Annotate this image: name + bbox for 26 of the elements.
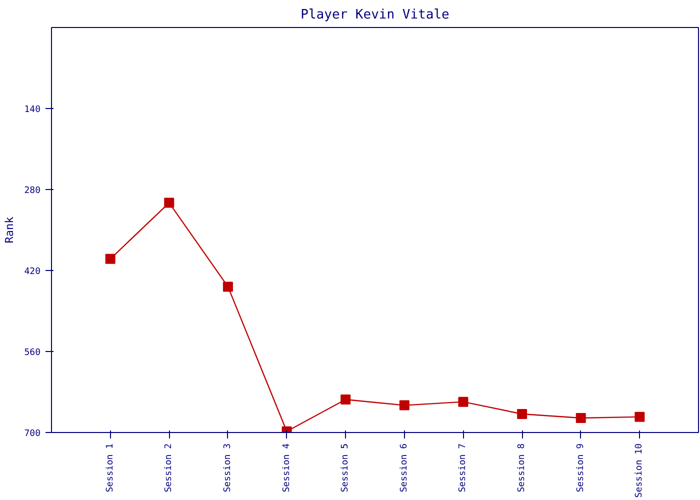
- x-tick-label: Session 6: [399, 443, 410, 492]
- x-tick-label: Session 4: [282, 443, 292, 492]
- point: [634, 412, 645, 422]
- chart-title: Player Kevin Vitale: [300, 8, 450, 22]
- point: [458, 396, 468, 407]
- x-tick-label: Session 7: [458, 443, 468, 492]
- y-tick-label: 560: [24, 348, 41, 358]
- x-tick-label: Session 10: [634, 443, 645, 498]
- y-tick-label: 140: [24, 105, 41, 115]
- point: [399, 400, 410, 410]
- x-tick-label: Session 8: [517, 443, 528, 492]
- point: [576, 413, 586, 424]
- x-tick-label: Session 9: [576, 443, 586, 492]
- point: [340, 394, 351, 405]
- x-tick-label: Session 1: [105, 443, 116, 492]
- x-tick-label: Session 5: [340, 443, 351, 492]
- y-tick-label: 700: [24, 429, 41, 439]
- point: [517, 408, 528, 419]
- y-axis-title: Rank: [3, 216, 16, 244]
- x-tick-label: Session 2: [164, 443, 174, 492]
- y-tick-label: 280: [24, 186, 41, 196]
- point: [164, 198, 174, 208]
- y-tick-label: 420: [24, 267, 41, 277]
- x-tick-label: Session 3: [222, 443, 233, 492]
- point: [222, 282, 233, 292]
- point: [105, 254, 116, 264]
